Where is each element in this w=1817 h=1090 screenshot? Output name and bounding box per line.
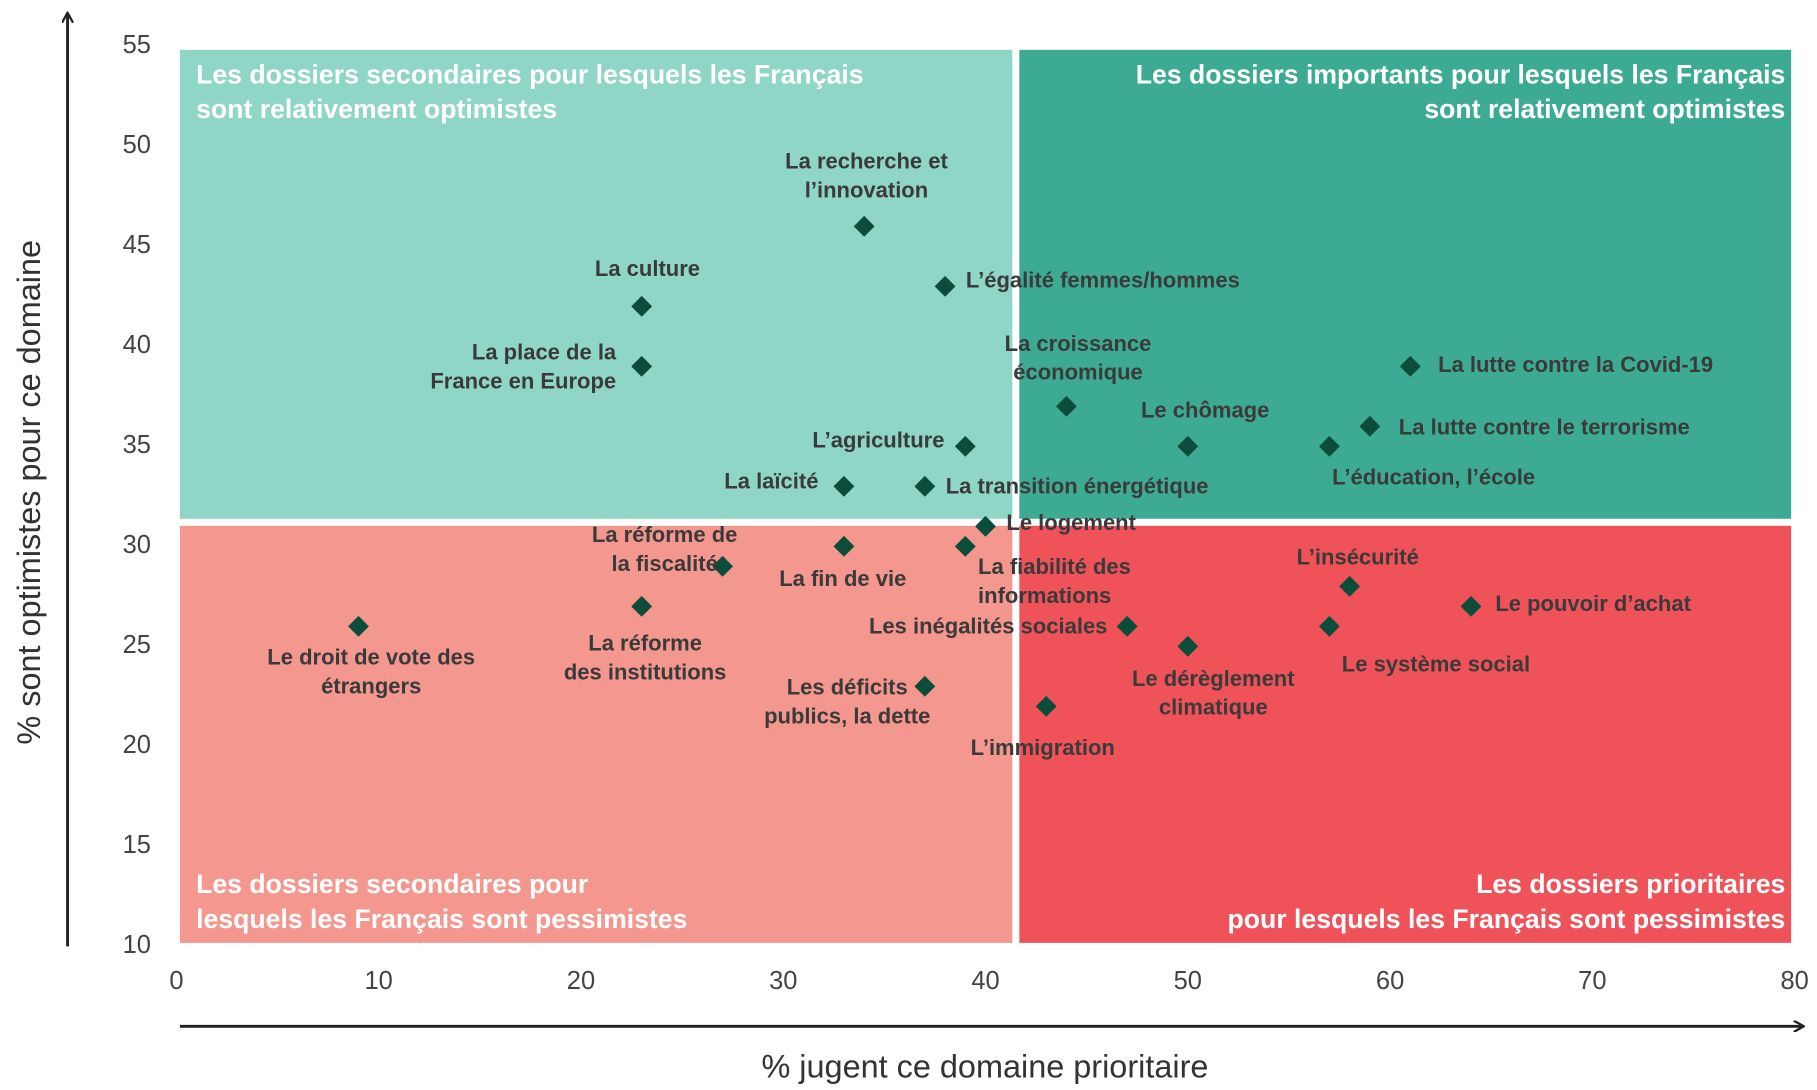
- point: [914, 475, 936, 497]
- quadrant-title: lesquels les Français sont pessimistes: [196, 904, 687, 934]
- point: [1177, 435, 1199, 457]
- point-label: Le pouvoir d’achat: [1495, 591, 1691, 616]
- y-tick-label: 45: [123, 231, 151, 259]
- y-tick-label: 40: [123, 331, 151, 359]
- y-tick-label: 30: [123, 531, 151, 559]
- point: [833, 535, 855, 557]
- x-axis-title: % jugent ce domaine prioritaire: [761, 1049, 1208, 1085]
- x-tick-label: 0: [169, 967, 183, 995]
- quadrant: [172, 42, 1020, 526]
- point-label: Le chômage: [1141, 397, 1269, 422]
- point-label: Le logement: [1006, 510, 1136, 535]
- point: [1318, 435, 1340, 457]
- point-label: La culture: [595, 256, 700, 281]
- point: [348, 615, 369, 637]
- y-tick-label: 20: [123, 731, 151, 759]
- quadrant-title: sont relativement optimistes: [196, 94, 557, 124]
- point-label: La place de la: [472, 339, 617, 364]
- point: [1359, 415, 1381, 437]
- x-tick-label: 80: [1780, 967, 1808, 995]
- point-label: Les déficits: [787, 674, 908, 699]
- y-tick-label: 15: [123, 831, 151, 859]
- x-tick-label: 70: [1578, 967, 1606, 995]
- point-label: La laïcité: [724, 469, 818, 494]
- point: [833, 475, 855, 497]
- point: [631, 595, 653, 617]
- x-tick-label: 50: [1174, 967, 1202, 995]
- x-tick-label: 60: [1376, 967, 1404, 995]
- point-label: La lutte contre la Covid-19: [1438, 352, 1713, 377]
- point-label: La croissance: [1005, 331, 1152, 356]
- y-tick-label: 50: [123, 131, 151, 159]
- point-label: La lutte contre le terrorisme: [1399, 414, 1690, 439]
- point-label: La recherche et: [785, 148, 948, 173]
- point-label: La fiabilité des: [978, 554, 1131, 579]
- quadrant-title: Les dossiers importants pour lesquels le…: [1136, 59, 1786, 89]
- point-label: L’insécurité: [1297, 544, 1419, 569]
- point-label: Le droit de vote des: [267, 645, 475, 670]
- point: [914, 675, 936, 697]
- point-label: l’innovation: [805, 177, 928, 202]
- point-label: Le dérèglement: [1132, 666, 1295, 691]
- point-label: France en Europe: [430, 368, 616, 393]
- point-label: climatique: [1159, 695, 1268, 720]
- quadrant-title: Les dossiers secondaires pour lesquels l…: [196, 59, 863, 89]
- point-label: L’immigration: [971, 735, 1115, 760]
- point: [1399, 355, 1421, 377]
- point-label: L’égalité femmes/hommes: [966, 268, 1240, 293]
- point-label: La réforme de: [592, 522, 738, 547]
- x-tick-label: 20: [567, 967, 595, 995]
- point: [631, 355, 653, 377]
- y-axis-title: % sont optimistes pour ce domaine: [11, 240, 47, 745]
- y-tick-label: 25: [123, 631, 151, 659]
- quadrant-title: Les dossiers secondaires pour: [196, 869, 588, 899]
- quadrant: [1012, 42, 1799, 526]
- point-label: La réforme: [588, 630, 702, 655]
- point-label: publics, la dette: [764, 703, 930, 728]
- quadrant-title: pour lesquels les Français sont pessimis…: [1227, 904, 1785, 934]
- quadrant-title: Les dossiers prioritaires: [1476, 869, 1785, 899]
- quadrant-title: sont relativement optimistes: [1424, 94, 1785, 124]
- point: [1116, 615, 1138, 637]
- y-tick-label: 55: [123, 31, 151, 59]
- point-label: La transition énergétique: [946, 473, 1209, 498]
- quadrant: [172, 518, 1020, 950]
- point-label: la fiscalité: [611, 551, 717, 576]
- point: [631, 295, 653, 317]
- point-label: informations: [978, 583, 1111, 608]
- point: [1056, 395, 1077, 417]
- point-label: des institutions: [564, 659, 727, 684]
- quadrant: [1012, 518, 1799, 950]
- y-tick-label: 10: [123, 931, 151, 959]
- x-tick-label: 40: [971, 967, 999, 995]
- point-label: étrangers: [321, 674, 421, 699]
- point: [1460, 595, 1482, 617]
- point: [1177, 635, 1199, 657]
- x-tick-label: 10: [365, 967, 393, 995]
- point-label: La fin de vie: [779, 566, 906, 591]
- point-label: Les inégalités sociales: [869, 613, 1107, 638]
- y-tick-label: 35: [123, 431, 151, 459]
- point-label: économique: [1013, 360, 1143, 385]
- point-label: L’agriculture: [812, 428, 944, 453]
- point-label: Le système social: [1342, 652, 1530, 677]
- point: [1318, 615, 1340, 637]
- x-tick-label: 30: [769, 967, 797, 995]
- point-label: L’éducation, l’école: [1332, 465, 1535, 490]
